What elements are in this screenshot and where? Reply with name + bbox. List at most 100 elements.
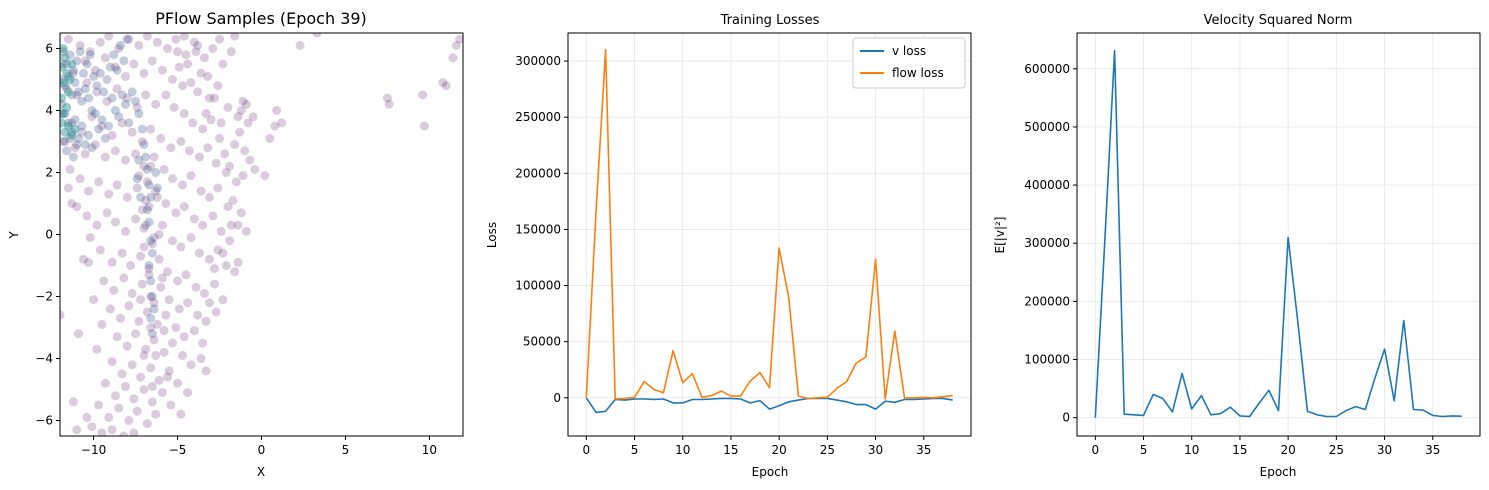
scatter-point [79,68,89,78]
scatter-point [169,102,179,112]
scatter-point [236,208,246,218]
velocity-y-tick-label: 0 [1062,411,1070,425]
scatter-point [94,400,104,410]
scatter-point [189,214,199,224]
scatter-point [203,143,213,153]
scatter-point [201,366,211,376]
scatter-point [186,78,196,88]
scatter-point [186,360,196,370]
scatter-point [68,65,78,75]
scatter-point [230,33,240,41]
velocity-y-tick-label: 200000 [1024,294,1070,308]
scatter-point [216,226,226,236]
scatter-point [63,183,73,193]
scatter-point [209,93,219,103]
scatter-point [139,385,149,394]
scatter-point [120,381,130,391]
scatter-point [179,332,189,342]
scatter-point [265,133,275,143]
scatter-point [250,164,260,174]
scatter-point [438,78,448,88]
scatter-point [122,341,132,351]
scatter-point [230,267,240,277]
scatter-point [152,319,162,329]
scatter-point [178,180,188,190]
scatter-point [137,279,147,289]
scatter-point [147,397,157,407]
scatter-point [100,133,110,143]
scatter-x-tick-label: 0 [258,443,266,457]
scatter-point [213,81,223,91]
scatter-point [75,40,85,50]
scatter-point [129,394,139,404]
scatter-point [107,130,117,140]
scatter-point [97,319,107,329]
scatter-point [112,180,122,190]
scatter-point [277,118,287,128]
scatter-point [272,106,282,115]
scatter-point [68,68,78,78]
velocity-x-tick-label: 30 [1377,443,1392,457]
scatter-point [441,81,451,91]
scatter-point [115,40,125,50]
scatter-point [65,133,75,143]
scatter-point [221,261,231,270]
scatter-point [191,47,201,57]
scatter-point [110,391,120,401]
scatter-point [146,313,156,323]
scatter-point [129,428,139,436]
scatter-point [85,50,95,60]
scatter-point [146,323,156,332]
scatter-point [149,152,159,162]
scatter-point [63,71,73,81]
scatter-point [90,140,100,150]
scatter-point [60,93,67,103]
scatter-point [87,143,97,153]
scatter-point [89,71,99,81]
scatter-point [105,62,115,72]
scatter-plot-frame [59,32,464,437]
scatter-point [124,416,134,425]
scatter-point [117,118,127,128]
loss-x-tick-label: 30 [868,443,883,457]
scatter-y-tick-label: 0 [45,228,53,242]
scatter-point [186,233,196,243]
scatter-point [144,270,154,280]
scatter-point [156,282,166,292]
scatter-point [134,155,144,165]
scatter-x-tick-label: 5 [342,443,350,457]
scatter-point [136,192,146,202]
scatter-point [238,171,248,181]
scatter-point [228,195,238,205]
scatter-point [159,164,169,174]
scatter-point [132,183,142,193]
scatter-point [245,155,255,165]
loss-x-tick-label: 10 [675,443,690,457]
scatter-point [223,102,233,112]
scatter-point [162,372,172,382]
loss-y-tick-label: 100000 [515,279,561,293]
scatter-point [80,84,90,94]
loss-title: Training Losses [720,13,820,28]
scatter-point [92,220,102,230]
scatter-point [131,214,141,224]
scatter-point [171,34,181,44]
scatter-point [171,323,181,332]
scatter-point [149,298,159,308]
scatter-point [107,425,117,435]
scatter-point [211,307,221,317]
scatter-point [149,304,159,314]
scatter-point [220,149,230,159]
scatter-point [198,124,208,134]
scatter-point [127,288,137,298]
scatter-point [68,152,78,162]
scatter-point [162,267,172,277]
velocity-x-tick-label: 25 [1329,443,1344,457]
scatter-point [94,124,104,134]
scatter-point [142,33,152,41]
scatter-point [204,93,214,103]
loss-x-tick-label: 15 [723,443,738,457]
scatter-point [201,109,211,119]
velocity-x-tick-label: 35 [1425,443,1440,457]
scatter-point [72,56,82,66]
